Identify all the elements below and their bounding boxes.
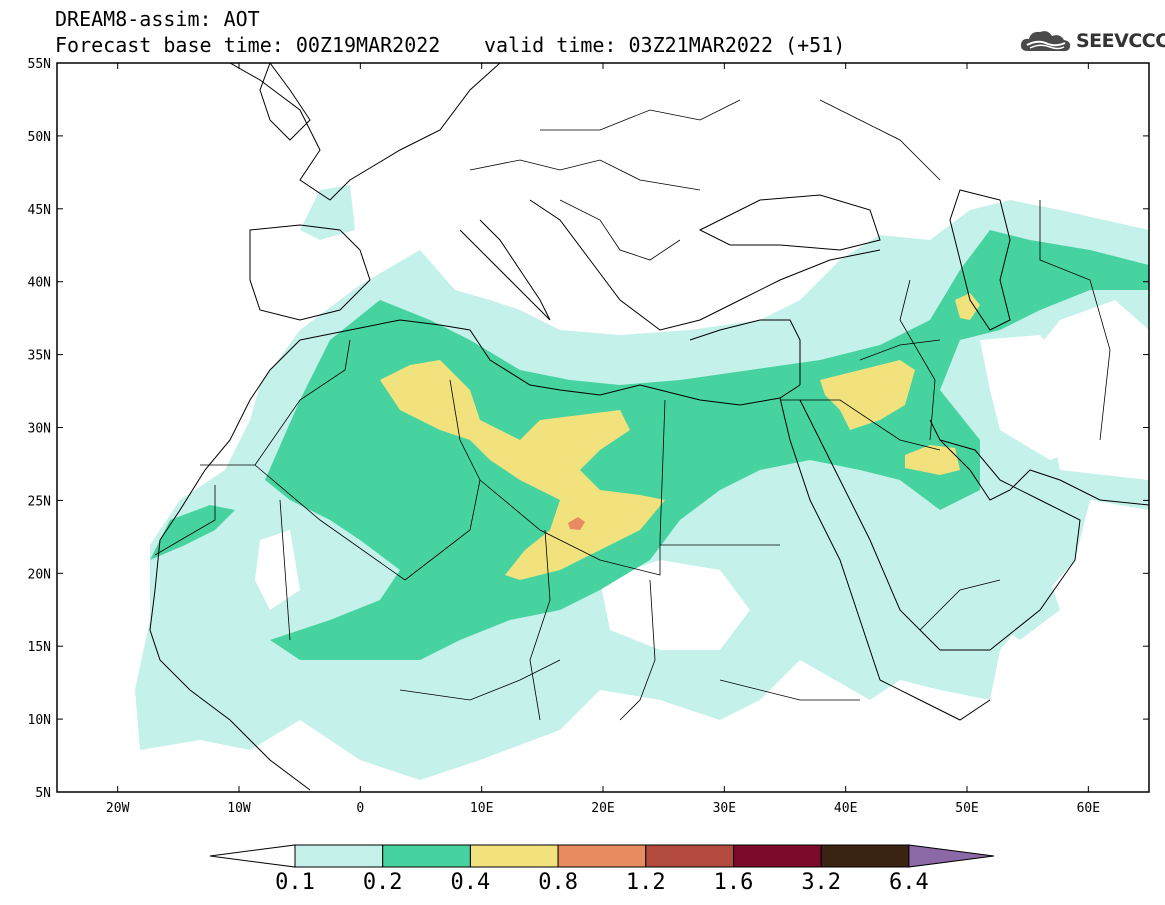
coastline-caspian [949,189,1011,331]
coastline-levant [689,319,801,385]
coastline-arabia [799,399,1081,651]
lat-tick-label: 45N [28,203,51,218]
lon-tick-label: 20E [591,801,614,816]
borders [154,99,1111,721]
border-line [529,529,551,721]
border-line [399,659,561,701]
colorbar-arrow-low [209,844,296,868]
coastline-west-africa [149,339,311,791]
lat-tick-label: 55N [28,57,51,72]
lon-tick-label: 40E [834,801,857,816]
seevccc-logo: SEEVCCC [1018,26,1165,56]
lon-tick-label: 50E [955,801,978,816]
aot-clear-region [600,560,750,650]
lat-tick-label: 40N [28,276,51,291]
border-line [254,379,481,581]
longitude-axis: 20W 10W 0 10E 20E 30E 40E 50E 60E [106,63,1100,816]
latitude-axis: 5N 10N 15N 20N 25N 30N 35N 40N 45N 50N 55N [28,57,1149,801]
border-line [899,279,936,441]
colorbar-swatch [294,844,384,868]
colorbar-label: 0.2 [362,870,403,895]
border-line [859,339,941,361]
aot-high-region [820,360,915,430]
colorbar-swatch [382,844,471,868]
coastline-red-sea [779,397,881,681]
colorbar-swatch [645,844,734,868]
aot-clear-region [255,530,300,610]
colorbar-label: 1.6 [713,870,754,895]
aot-mid-region [265,230,1149,660]
lon-tick-label: 60E [1077,801,1100,816]
lat-tick-label: 10N [28,713,51,728]
colorbar-swatch [557,844,647,868]
coastline-north-africa [299,319,801,406]
coastlines [149,63,1149,791]
colorbar-swatch [820,844,910,868]
border-line [154,485,216,556]
base-time: Forecast base time: 00Z19MAR2022 [55,33,441,57]
border-line [919,579,1001,631]
border-line [1039,200,1111,441]
border-line [619,579,656,721]
colorbar-swatch [733,844,822,868]
colorbar-label: 0.8 [538,870,578,895]
border-line [200,339,351,466]
coastline-italy [459,219,551,321]
aot-mid-region [150,505,235,560]
coastline-iberia [249,224,371,321]
border-line [559,199,681,261]
border-line [719,679,860,701]
coastline-europe-north [229,63,501,201]
aot-field [135,185,1149,780]
lon-tick-label: 10W [227,801,251,816]
lat-tick-label: 25N [28,494,51,509]
colorbar-label: 3.2 [801,870,842,895]
colorbar [209,844,994,868]
border-line [780,399,941,451]
aot-clear-region [980,335,1100,460]
lon-tick-label: 10E [470,801,493,816]
lat-tick-label: 30N [28,422,51,437]
aot-peak-region [568,517,585,530]
aot-high-region [380,360,665,580]
aot-low-region [990,550,1060,640]
aot-high-region [955,293,980,320]
coastline-persian-gulf [939,439,1149,506]
aot-low-region [300,185,355,240]
colorbar-label: 6.4 [889,870,929,895]
cloud-icon [1020,31,1071,52]
lat-tick-label: 35N [28,349,51,364]
coastline-black-sea [698,194,881,251]
lat-tick-label: 50N [28,130,51,145]
border-line [819,99,941,181]
lon-tick-label: 30E [713,801,736,816]
map-title: DREAM8-assim: AOT [55,7,260,31]
lon-tick-label: 0 [356,801,364,816]
lat-tick-label: 15N [28,640,51,655]
colorbar-swatch [469,844,559,868]
border-line [469,159,701,191]
lat-tick-label: 5N [35,786,51,801]
valid-time: valid time: 03Z21MAR2022 (+51) [484,33,846,57]
coastline-balkans [529,199,881,331]
border-line [479,399,666,576]
coastline-horn [879,679,991,721]
border-line [540,99,741,131]
lat-tick-label: 20N [28,567,51,582]
lon-tick-label: 20W [106,801,130,816]
border-line [279,499,291,641]
colorbar-label: 1.2 [625,870,666,895]
colorbar-arrow-high [908,844,994,868]
colorbar-label: 0.1 [275,870,315,895]
coastline-britain [259,63,311,141]
colorbar-label: 0.4 [450,870,491,895]
logo-text: SEEVCCC [1076,30,1165,52]
aot-high-region [905,445,960,475]
